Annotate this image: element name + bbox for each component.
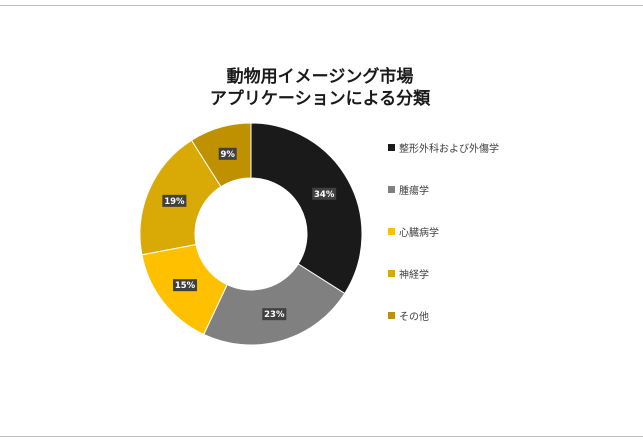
chart-title-line-1: 動物用イメージング市場: [226, 67, 414, 87]
legend-item-cardiology: 心臓病学: [388, 224, 439, 239]
legend-swatch: [388, 143, 395, 151]
legend-label: 神経学: [399, 269, 429, 281]
legend-item-oncology: 腫瘍学: [388, 182, 429, 197]
data-label-orthopedics: 34%: [312, 187, 337, 200]
legend-label: 心臓病学: [399, 227, 439, 239]
data-label-other: 9%: [218, 147, 237, 160]
data-label-text: 15%: [175, 281, 196, 291]
data-label-box: [312, 187, 337, 200]
data-label-neurology: 19%: [162, 194, 187, 207]
legend-swatch: [388, 269, 395, 277]
slice-orthopedics: [250, 122, 363, 295]
donut-slices: [139, 122, 363, 346]
data-label-oncology: 23%: [262, 308, 287, 321]
slice-oncology: [203, 263, 346, 346]
bottom-rule: [0, 436, 643, 437]
data-label-text: 19%: [164, 197, 185, 207]
legend-item-neurology: 神経学: [388, 266, 429, 281]
legend-swatch: [388, 185, 395, 193]
data-label-box: [173, 279, 198, 292]
chart-title: 動物用イメージング市場 アプリケーションによる分類: [150, 66, 490, 110]
chart-title-line-2: アプリケーションによる分類: [209, 89, 431, 109]
donut-data-labels: 34% 23% 15% 19% 9%: [162, 147, 337, 321]
data-label-box: [262, 308, 287, 321]
data-label-cardiology: 15%: [173, 279, 198, 292]
legend-item-orthopedics: 整形外科および外傷学: [388, 140, 499, 155]
legend-swatch: [388, 311, 395, 319]
legend-label: 腫瘍学: [399, 185, 429, 197]
data-label-box: [162, 194, 187, 207]
data-label-text: 34%: [314, 190, 335, 200]
data-label-text: 23%: [264, 310, 285, 320]
top-rule: [0, 5, 643, 6]
data-label-box: [218, 147, 237, 160]
data-label-text: 9%: [220, 150, 235, 160]
legend-label: その他: [399, 311, 429, 323]
legend-label: 整形外科および外傷学: [399, 143, 499, 155]
legend-swatch: [388, 227, 395, 235]
legend-item-other: その他: [388, 308, 429, 323]
